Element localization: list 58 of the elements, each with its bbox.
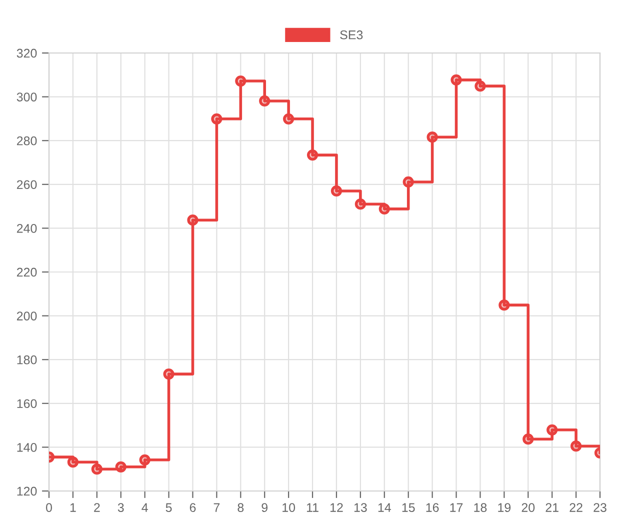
- x-tick-label: 16: [426, 503, 439, 512]
- x-tick-label: 9: [262, 503, 268, 512]
- y-tick-label: 260: [16, 180, 37, 190]
- point: [450, 74, 462, 86]
- x-tick-label: 11: [306, 503, 318, 512]
- y-tick-label: 280: [16, 136, 37, 146]
- y-tick-label: 120: [17, 486, 37, 496]
- legend-label: SE3: [340, 30, 363, 40]
- y-tick-label: 160: [17, 399, 37, 408]
- point: [474, 80, 486, 92]
- x-tick-label: 20: [522, 503, 535, 512]
- point: [522, 434, 534, 445]
- x-tick-label: 14: [378, 503, 391, 512]
- point: [546, 424, 558, 436]
- point: [378, 203, 390, 214]
- x-tick-label: 17: [450, 503, 463, 512]
- x-tick-label: 2: [94, 503, 100, 512]
- x-tick-label: 22: [570, 503, 582, 512]
- y-tick-label: 240: [16, 224, 37, 233]
- x-tick-label: 5: [166, 503, 172, 512]
- point: [163, 368, 174, 380]
- point: [306, 150, 318, 161]
- y-tick-label: 180: [17, 355, 37, 364]
- point: [354, 198, 366, 210]
- x-tick-label: 1: [70, 503, 76, 512]
- x-tick-label: 7: [214, 503, 220, 512]
- point: [139, 454, 150, 466]
- x-tick-label: 21: [546, 503, 558, 512]
- x-tick-label: 6: [190, 503, 196, 512]
- x-tick-label: 4: [142, 503, 148, 512]
- x-tick-label: 12: [330, 503, 343, 512]
- point: [259, 95, 270, 107]
- x-tick-label: 3: [118, 503, 124, 512]
- x-tick-label: 0: [46, 503, 52, 512]
- x-tick-label: 10: [282, 503, 296, 512]
- x-tick-label: 15: [402, 503, 415, 512]
- point: [67, 456, 79, 468]
- y-tick-label: 200: [16, 312, 37, 320]
- point: [283, 113, 294, 124]
- y-tick-label: 320: [16, 48, 37, 58]
- y-tick-label: 220: [16, 268, 37, 277]
- point: [426, 132, 438, 143]
- x-tick-label: 23: [594, 503, 606, 512]
- point: [211, 113, 222, 124]
- x-tick-label: 8: [238, 503, 244, 512]
- point: [330, 185, 342, 197]
- point: [498, 300, 510, 311]
- y-tick-label: 140: [17, 443, 37, 452]
- y-tick-label: 300: [16, 92, 37, 102]
- point: [402, 176, 414, 188]
- x-tick-label: 13: [354, 503, 367, 512]
- point: [91, 464, 102, 475]
- point: [187, 214, 198, 226]
- point: [115, 461, 126, 472]
- x-tick-label: 18: [474, 503, 487, 512]
- point: [570, 440, 582, 452]
- x-tick-label: 19: [498, 503, 511, 512]
- point: [235, 75, 246, 87]
